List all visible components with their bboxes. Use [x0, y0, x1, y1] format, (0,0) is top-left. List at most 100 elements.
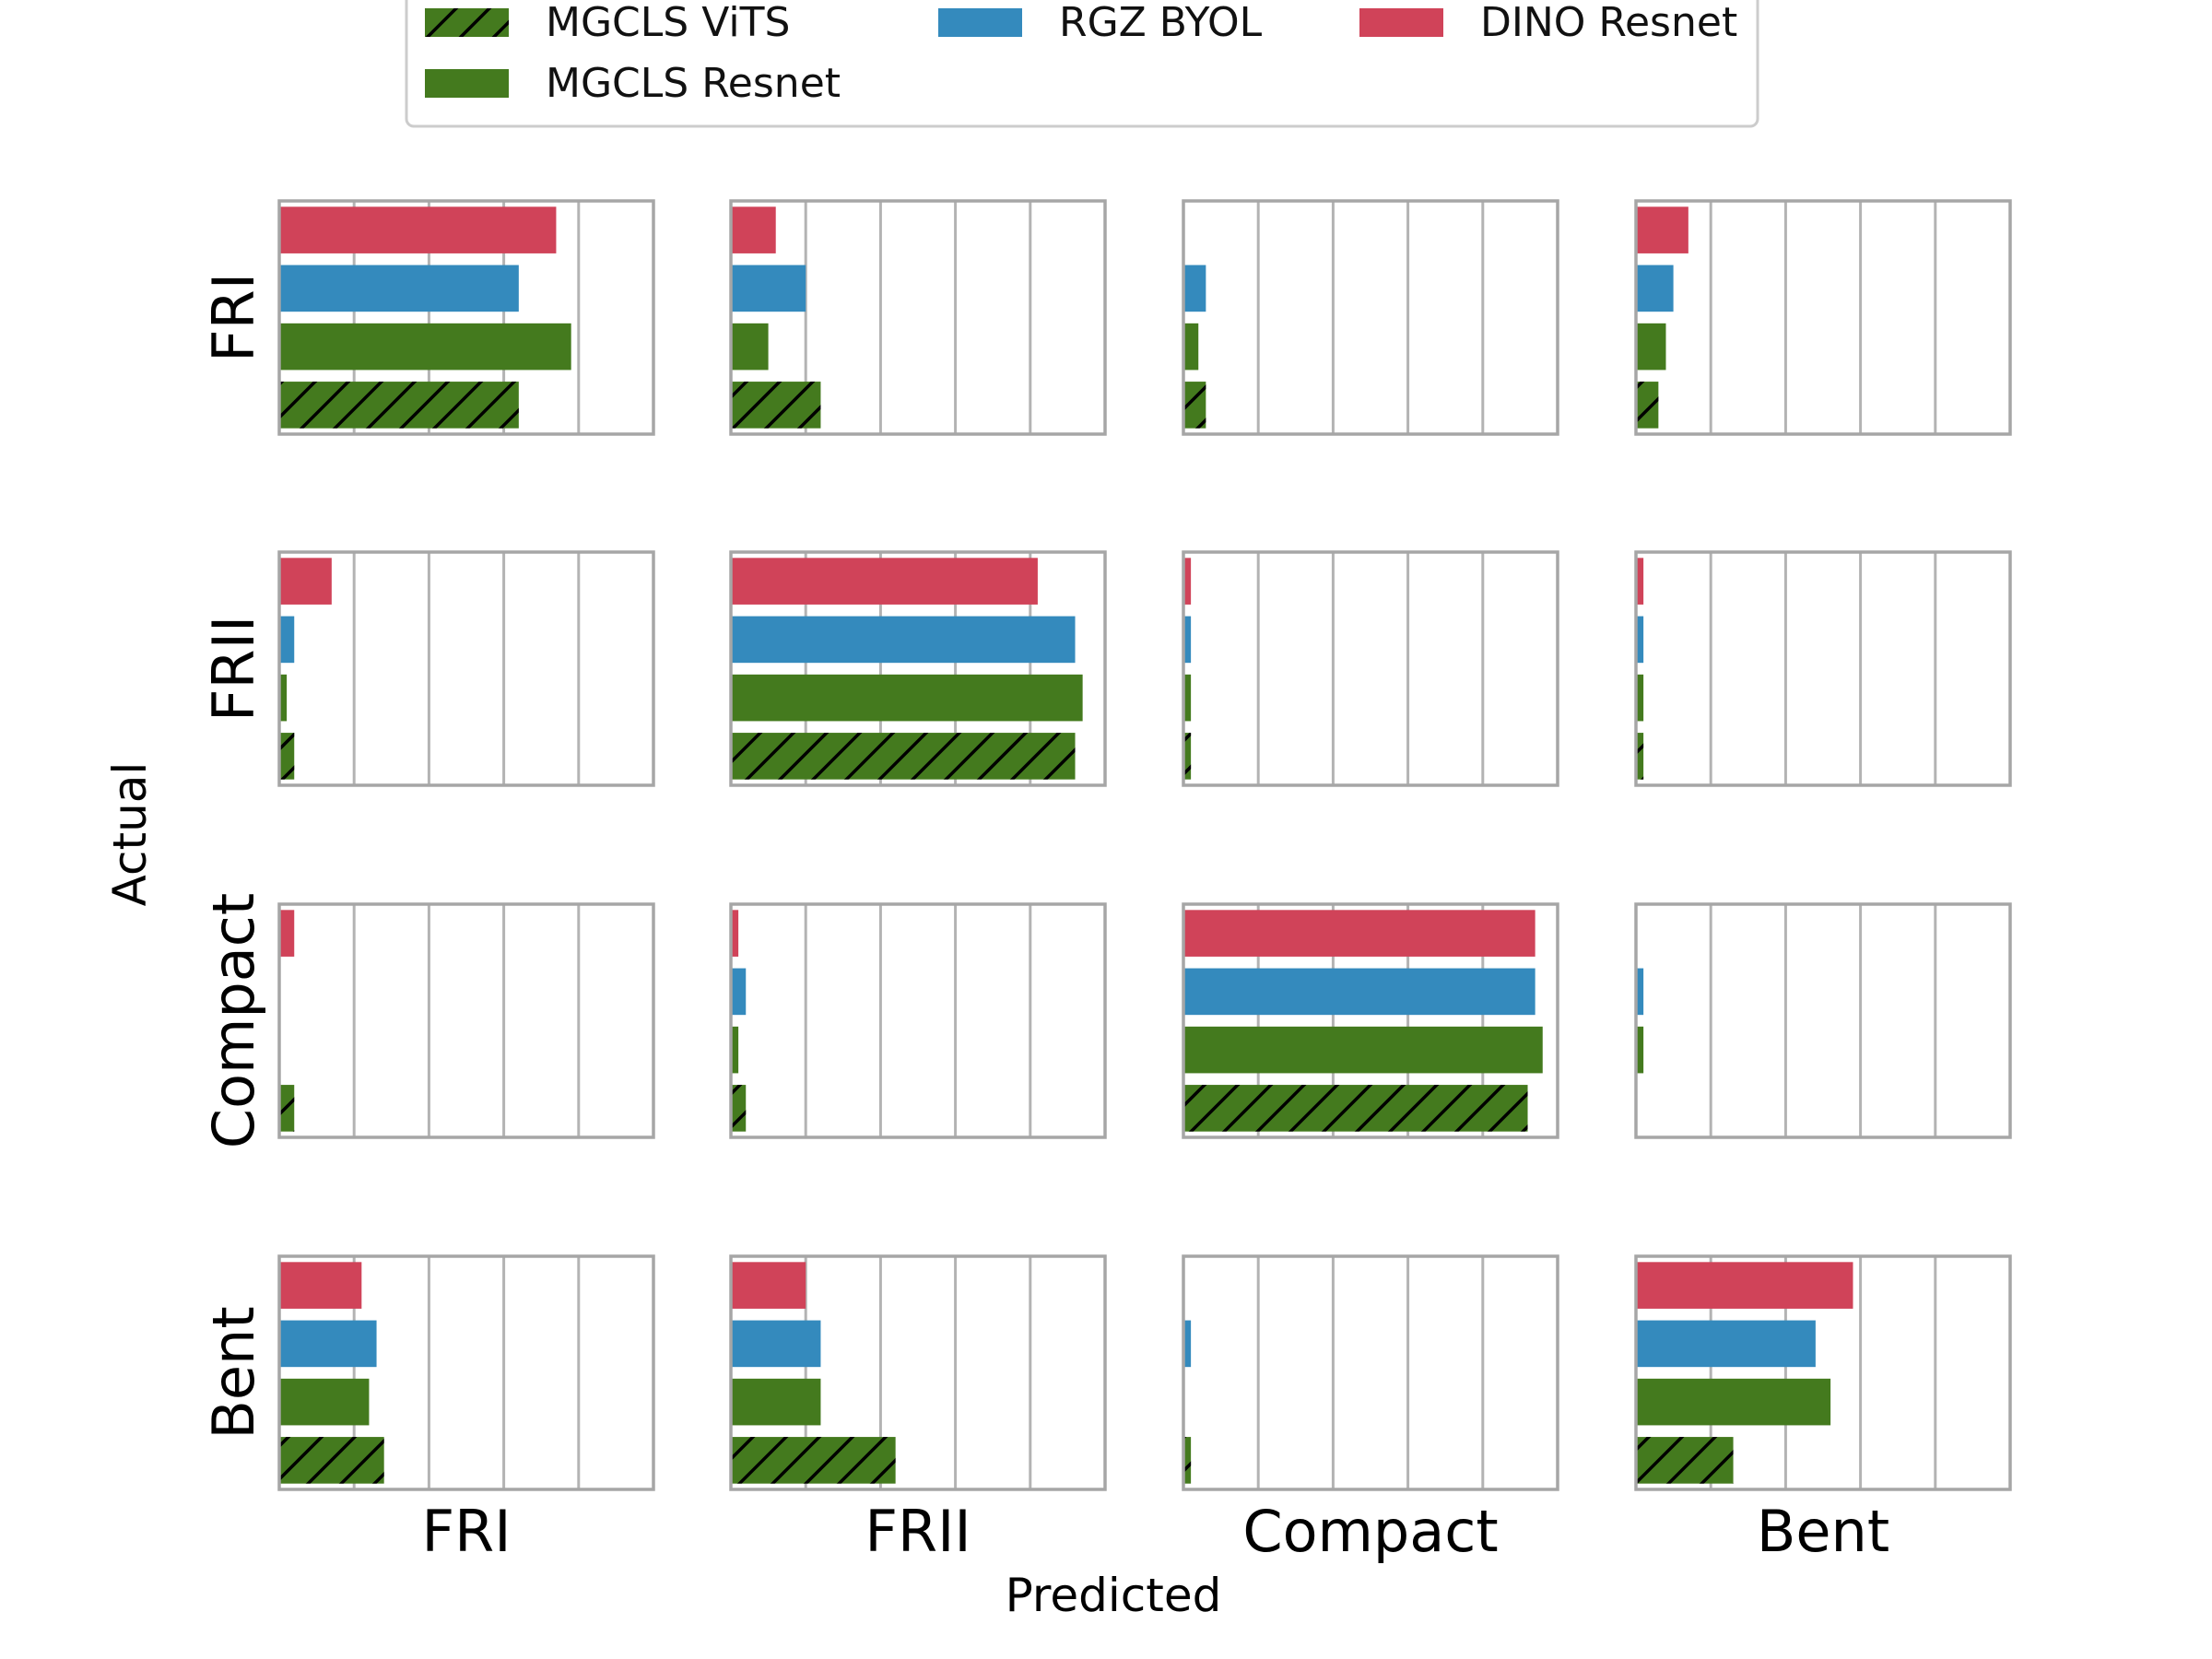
- bar-hatch-mgcls-vits: [279, 1085, 295, 1132]
- legend-label-mgcls-resnet: MGCLS Resnet: [546, 60, 841, 107]
- panel-border: [729, 550, 1107, 787]
- bar-rgz-byol: [731, 1320, 821, 1368]
- panel-background: [279, 904, 653, 1137]
- panel-border: [277, 1254, 655, 1491]
- panel-compact-to-fri: [277, 902, 655, 1139]
- legend-label-dino-resnet: DINO Resnet: [1480, 0, 1737, 46]
- column-labels: FRI FRII Compact Bent: [421, 1498, 1889, 1565]
- panel-bent-to-frii: [729, 1254, 1107, 1491]
- row-label-fri: FRI: [200, 273, 267, 362]
- bar-mgcls-resnet: [731, 674, 1083, 722]
- row-labels: FRI FRII Compact Bent: [200, 273, 267, 1440]
- panel-border: [1182, 1254, 1559, 1491]
- panel-border: [277, 550, 655, 787]
- panel-compact-to-bent: [1634, 902, 2012, 1139]
- bar-hatch-mgcls-vits: [731, 1437, 896, 1484]
- bar-rgz-byol: [731, 616, 1076, 664]
- bar-dino-resnet: [279, 558, 332, 605]
- panel-background: [1636, 552, 2010, 785]
- legend-entry-mgcls-resnet: MGCLS Resnet: [425, 60, 841, 107]
- panel-border: [277, 199, 655, 436]
- legend: MGCLS ViTS MGCLS Resnet RGZ BYOL DINO Resne…: [405, 0, 1759, 128]
- panel-background: [279, 552, 653, 785]
- panel-frii-to-fri: [277, 550, 655, 787]
- panel-bent-to-fri: [277, 1254, 655, 1491]
- bar-rgz-byol: [1183, 968, 1535, 1016]
- legend-entry-dino-resnet: DINO Resnet: [1359, 0, 1737, 46]
- row-label-frii: FRII: [200, 616, 267, 722]
- legend-swatch-dino-resnet: [1359, 8, 1443, 37]
- bar-dino-resnet: [731, 910, 739, 957]
- legend-swatch-rgz-byol: [938, 8, 1022, 37]
- legend-entry-mgcls-vits: MGCLS ViTS: [425, 0, 790, 46]
- bar-hatch-mgcls-vits: [1636, 733, 1644, 780]
- panel-background: [1183, 552, 1558, 785]
- legend-label-mgcls-vits: MGCLS ViTS: [546, 0, 790, 46]
- panel-background: [1636, 201, 2010, 434]
- bar-mgcls-resnet: [731, 1026, 739, 1074]
- bar-rgz-byol: [279, 265, 519, 312]
- bar-dino-resnet: [1183, 558, 1192, 605]
- bar-mgcls-resnet: [279, 323, 571, 371]
- y-axis-title: Actual: [103, 762, 157, 907]
- panel-border: [1634, 1254, 2012, 1491]
- panel-border: [1634, 199, 2012, 436]
- panel-compact-to-compact: [1182, 902, 1559, 1139]
- column-label-compact: Compact: [1242, 1498, 1498, 1565]
- bar-hatch-mgcls-vits: [1183, 1085, 1528, 1132]
- bar-rgz-byol: [731, 968, 747, 1016]
- legend-swatch-mgcls-resnet: [425, 69, 509, 98]
- panel-compact-to-frii: [729, 902, 1107, 1139]
- bar-hatch-mgcls-vits: [279, 733, 295, 780]
- bar-mgcls-resnet: [731, 323, 769, 371]
- bar-dino-resnet: [1183, 910, 1535, 957]
- panel-frii-to-bent: [1634, 550, 2012, 787]
- bar-rgz-byol: [1183, 616, 1192, 664]
- bar-mgcls-resnet: [1636, 323, 1666, 371]
- bar-rgz-byol: [279, 616, 295, 664]
- panel-border: [1182, 550, 1559, 787]
- panel-border: [277, 902, 655, 1139]
- bar-hatch-mgcls-vits: [731, 1085, 747, 1132]
- bar-hatch-mgcls-vits: [1636, 382, 1659, 429]
- legend-entry-rgz-byol: RGZ BYOL: [938, 0, 1263, 46]
- row-label-compact: Compact: [200, 893, 267, 1148]
- panel-fri-to-compact: [1182, 199, 1559, 436]
- panel-fri-to-bent: [1634, 199, 2012, 436]
- panel-border: [1634, 902, 2012, 1139]
- column-label-frii: FRII: [865, 1498, 971, 1565]
- bar-mgcls-resnet: [1183, 1026, 1543, 1074]
- row-label-bent: Bent: [200, 1306, 267, 1439]
- panel-border: [1182, 199, 1559, 436]
- bar-hatch-mgcls-vits: [279, 382, 519, 429]
- bar-dino-resnet: [279, 1262, 362, 1309]
- bar-hatch-mgcls-vits: [279, 1437, 384, 1484]
- bar-hatch-mgcls-vits: [731, 733, 1076, 780]
- bar-rgz-byol: [1636, 968, 1644, 1016]
- bar-rgz-byol: [1636, 616, 1644, 664]
- bar-rgz-byol: [1636, 1320, 1816, 1368]
- bar-dino-resnet: [731, 206, 776, 253]
- bar-mgcls-resnet: [1636, 1378, 1831, 1426]
- panel-border: [1634, 550, 2012, 787]
- bar-dino-resnet: [1636, 206, 1688, 253]
- bar-hatch-mgcls-vits: [1183, 382, 1206, 429]
- bar-rgz-byol: [731, 265, 806, 312]
- bar-hatch-mgcls-vits: [731, 382, 821, 429]
- panel-background: [1183, 201, 1558, 434]
- bar-dino-resnet: [1636, 558, 1644, 605]
- panel-border: [729, 902, 1107, 1139]
- bar-rgz-byol: [1636, 265, 1674, 312]
- bar-mgcls-resnet: [1183, 674, 1192, 722]
- panel-background: [1183, 1256, 1558, 1489]
- bar-dino-resnet: [731, 558, 1038, 605]
- column-label-fri: FRI: [421, 1498, 511, 1565]
- panel-fri-to-frii: [729, 199, 1107, 436]
- panel-border: [1182, 902, 1559, 1139]
- panel-bent-to-compact: [1182, 1254, 1559, 1491]
- column-label-bent: Bent: [1757, 1498, 1889, 1565]
- panel-bent-to-bent: [1634, 1254, 2012, 1491]
- bar-dino-resnet: [1636, 1262, 1853, 1309]
- bar-mgcls-resnet: [731, 1378, 821, 1426]
